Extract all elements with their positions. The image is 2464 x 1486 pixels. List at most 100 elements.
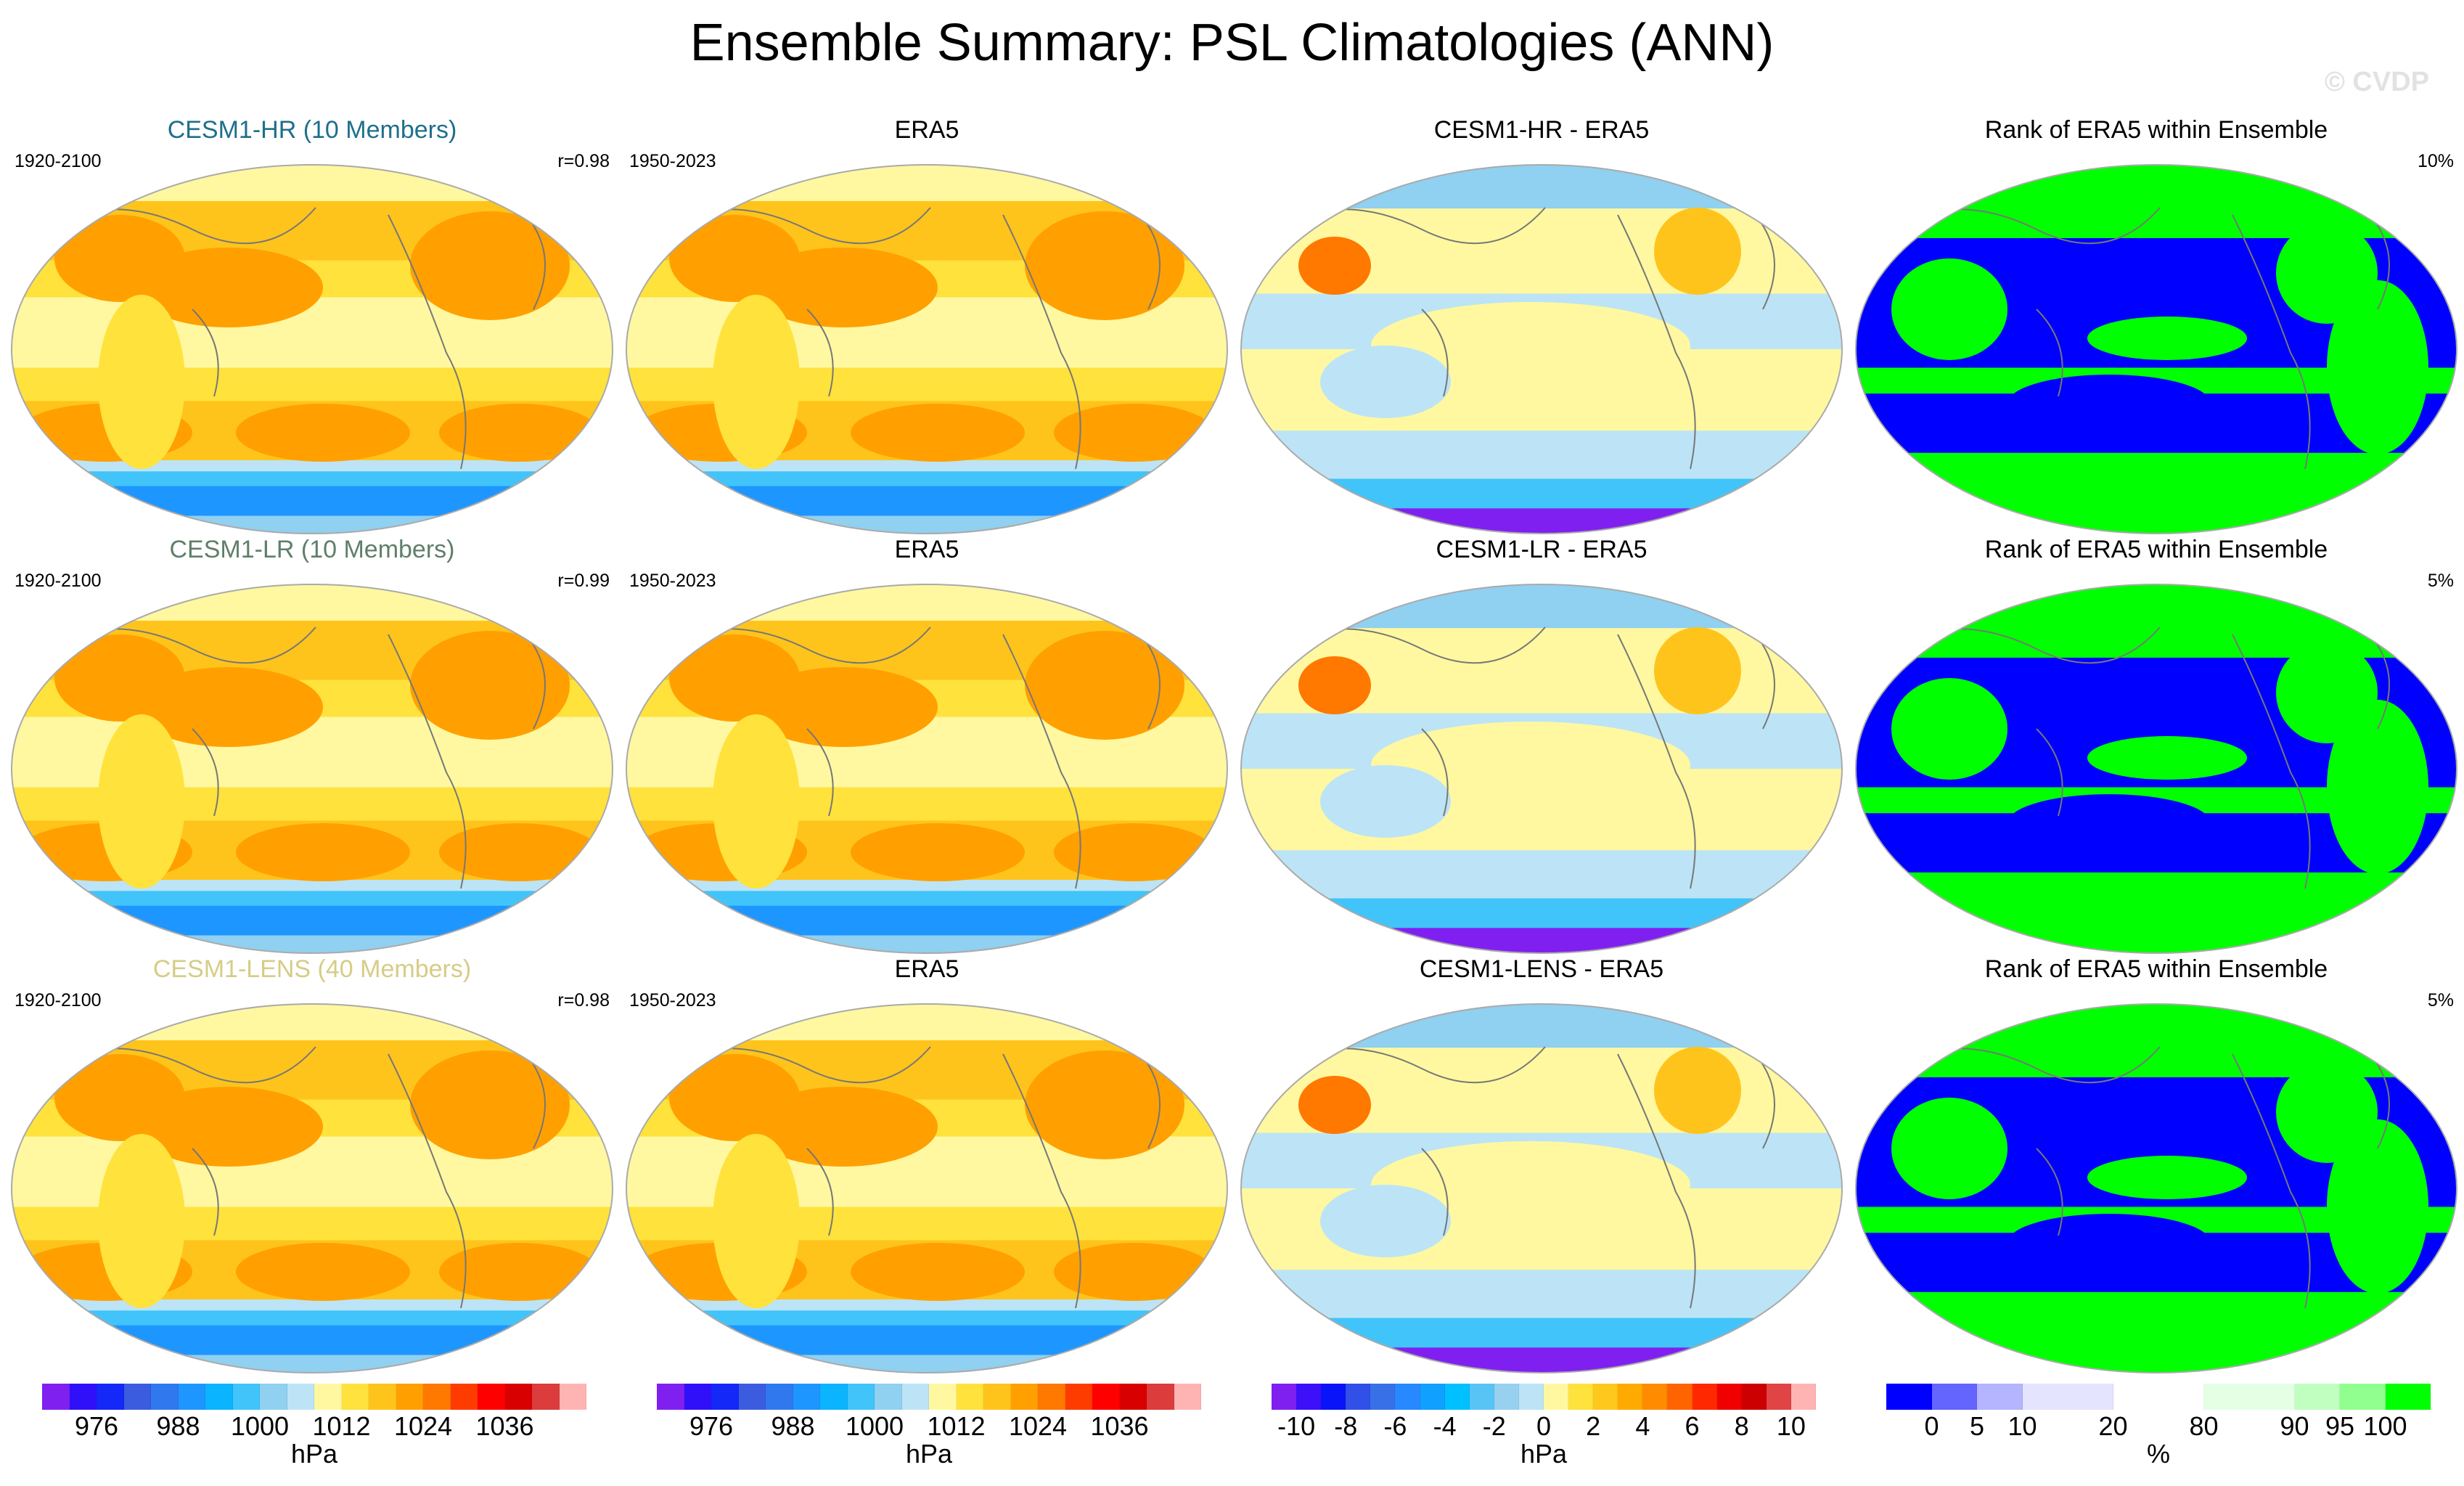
map-feature	[98, 1134, 185, 1308]
map-feature	[1371, 1141, 1690, 1228]
map-band	[1856, 584, 2457, 658]
map-band	[12, 891, 613, 907]
colorbar-tick-label: 976	[74, 1411, 119, 1441]
colorbar-cell	[341, 1384, 369, 1410]
colorbar-cell	[793, 1384, 820, 1410]
colorbar-cell	[1518, 1384, 1544, 1410]
colorbar-cell	[1977, 1384, 2023, 1410]
map-band	[12, 880, 613, 892]
colorbar-cell	[1544, 1384, 1569, 1410]
colorbar: 976 988 1000 1012 1024 1036 hPa	[657, 1384, 1201, 1469]
figure-title: Ensemble Summary: PSL Climatologies (ANN…	[689, 14, 1775, 72]
panel-title: Rank of ERA5 within Ensemble	[1984, 955, 2328, 983]
colorbar-cell	[2113, 1384, 2204, 1410]
map-band	[1241, 165, 1842, 210]
map-panel: CESM1-HR - ERA5	[1240, 116, 1843, 537]
stat-label: 5%	[2427, 990, 2454, 1011]
map-feature	[1320, 1185, 1451, 1257]
colorbar-cell	[369, 1384, 396, 1410]
colorbar-tick-label: -2	[1482, 1411, 1506, 1441]
map-feature	[1298, 237, 1371, 295]
colorbar-tick-label: 80	[2189, 1411, 2219, 1441]
map-band	[626, 880, 1227, 892]
colorbar-tick-label: -4	[1433, 1411, 1457, 1441]
map-feature	[713, 295, 800, 469]
map-feature	[749, 667, 938, 747]
colorbar-tick-label: 1036	[475, 1411, 534, 1441]
map-band	[1241, 508, 1842, 534]
colorbar-cell	[2022, 1384, 2113, 1410]
map-band	[1241, 1270, 1842, 1319]
map-band	[12, 1325, 613, 1356]
colorbar-cell	[42, 1384, 70, 1410]
colorbar-cell	[1420, 1384, 1445, 1410]
colorbar-unit: %	[2146, 1439, 2171, 1469]
colorbar-cell	[1593, 1384, 1618, 1410]
map-clim	[626, 584, 1228, 954]
map-feature	[851, 1243, 1025, 1301]
colorbar-cell	[396, 1384, 423, 1410]
map-band	[12, 1004, 613, 1041]
colorbar-cell	[260, 1384, 287, 1410]
coastline	[1283, 626, 1775, 889]
colorbar-cell	[423, 1384, 451, 1410]
colorbar-cell	[847, 1384, 875, 1410]
colorbar-cell	[532, 1384, 560, 1410]
colorbar-cell	[559, 1384, 586, 1410]
colorbar-tick-label: 1012	[312, 1411, 371, 1441]
colorbar-cell	[1395, 1384, 1420, 1410]
map-band	[12, 1310, 613, 1326]
colorbar-tick-label: -10	[1277, 1411, 1316, 1441]
map-band	[12, 471, 613, 487]
colorbar-cell	[1010, 1384, 1038, 1410]
map-rank	[1855, 1003, 2457, 1373]
panel-title: Rank of ERA5 within Ensemble	[1984, 116, 2328, 144]
map-feature	[410, 211, 570, 320]
colorbar-cell	[1321, 1384, 1346, 1410]
colorbar-unit: hPa	[905, 1439, 953, 1469]
map-rank	[1855, 164, 2457, 534]
coastline	[1898, 207, 2390, 470]
map-feature	[2007, 375, 2211, 433]
map-panel: CESM1-LENS - ERA5	[1240, 955, 1843, 1376]
map-band	[626, 935, 1227, 953]
colorbar-cell	[1119, 1384, 1147, 1410]
colorbar-cell	[2294, 1384, 2340, 1410]
colorbar-cell	[2385, 1384, 2431, 1410]
colorbar-cell	[178, 1384, 205, 1410]
colorbar-cell	[314, 1384, 342, 1410]
colorbar-tick-label: 90	[2280, 1411, 2309, 1441]
colorbar-unit: hPa	[290, 1439, 338, 1469]
coastline	[668, 626, 1161, 889]
map-band	[1241, 584, 1842, 629]
colorbar-cell	[1886, 1384, 1932, 1410]
map-band	[1856, 872, 2457, 953]
map-feature	[2007, 794, 2211, 852]
colorbar-tick-label: 1000	[845, 1411, 904, 1441]
map-band	[1241, 430, 1842, 480]
map-band	[626, 165, 1227, 202]
colorbar-cell	[478, 1384, 505, 1410]
map-band	[12, 1355, 613, 1373]
map-feature	[134, 1087, 323, 1167]
map-band	[12, 165, 613, 202]
map-clim	[11, 164, 613, 534]
map-feature	[749, 248, 938, 327]
map-band	[1856, 1291, 2457, 1373]
map-band	[626, 460, 1227, 473]
colorbar-cell	[929, 1384, 957, 1410]
map-feature	[1054, 1243, 1213, 1301]
colorbar-tick-label: 988	[156, 1411, 200, 1441]
map-rank	[1855, 584, 2457, 954]
map-panel: ERA5 1950-2023	[626, 536, 1228, 957]
map-feature	[2087, 317, 2247, 360]
colorbar-tick-label: 0	[1924, 1411, 1939, 1441]
colorbar-cell	[1147, 1384, 1174, 1410]
map-feature	[1320, 765, 1451, 838]
map-band	[1241, 1004, 1842, 1049]
colorbar-cell	[684, 1384, 711, 1410]
colorbar: -10 -8 -6 -4 -2 0 2 4 6 8 10 hPa	[1272, 1384, 1816, 1469]
colorbar-cell	[1494, 1384, 1519, 1410]
map-feature	[134, 248, 323, 327]
colorbar-tick-label: 8	[1734, 1411, 1749, 1441]
